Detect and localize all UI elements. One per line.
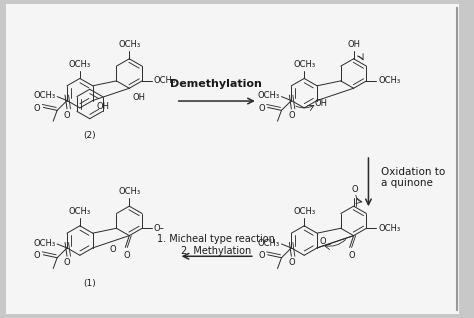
Text: O–: O– <box>154 224 165 233</box>
Text: OCH₃: OCH₃ <box>378 76 401 86</box>
Text: O: O <box>64 111 70 120</box>
Text: O: O <box>288 258 295 267</box>
Text: OCH₃: OCH₃ <box>69 207 91 216</box>
Text: 1. Micheal type reaction: 1. Micheal type reaction <box>157 234 275 245</box>
Text: OH: OH <box>347 40 360 49</box>
Text: O: O <box>288 111 295 120</box>
Text: OCH₃: OCH₃ <box>257 91 280 100</box>
Text: OCH₃: OCH₃ <box>118 40 140 49</box>
Text: OCH₃: OCH₃ <box>378 224 401 233</box>
Text: OH: OH <box>96 102 109 111</box>
Text: Oxidation to
a quinone: Oxidation to a quinone <box>381 167 446 189</box>
Text: OCH₃: OCH₃ <box>69 59 91 69</box>
Text: OCH₃: OCH₃ <box>154 76 176 86</box>
Text: OCH₃: OCH₃ <box>33 91 55 100</box>
Text: Demethylation: Demethylation <box>170 79 262 89</box>
Text: O: O <box>258 104 264 113</box>
Text: OH: OH <box>314 99 328 108</box>
Text: 2. Methylation: 2. Methylation <box>181 246 251 256</box>
Text: OCH₃: OCH₃ <box>257 238 280 247</box>
Text: OH: OH <box>132 93 145 102</box>
Text: O: O <box>34 251 40 260</box>
Text: O: O <box>319 237 326 245</box>
Text: O: O <box>258 251 264 260</box>
Text: O: O <box>351 185 358 194</box>
Text: (1): (1) <box>83 279 96 288</box>
Text: OCH₃: OCH₃ <box>33 238 55 247</box>
Text: O: O <box>34 104 40 113</box>
Text: O: O <box>64 258 70 267</box>
Text: O: O <box>109 245 116 254</box>
Text: O: O <box>124 251 131 260</box>
Text: (2): (2) <box>83 131 96 141</box>
Text: OCH₃: OCH₃ <box>118 187 140 196</box>
Text: OCH₃: OCH₃ <box>293 207 315 216</box>
Text: OCH₃: OCH₃ <box>293 59 315 69</box>
Text: O: O <box>348 251 355 260</box>
